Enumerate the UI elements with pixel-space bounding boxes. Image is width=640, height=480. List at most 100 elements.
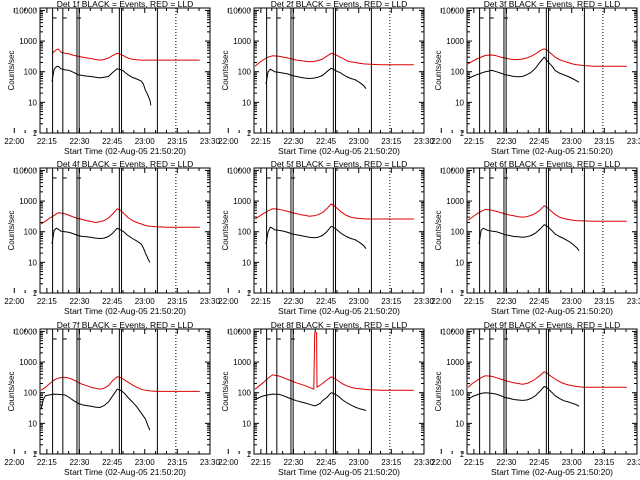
lld-series-line <box>467 371 627 388</box>
x-axis-label: Start Time (02-Aug-05 21:50:20) <box>64 306 186 316</box>
y-tick-label: 1 <box>33 450 38 459</box>
x-tick-label: 22:00 <box>4 458 25 467</box>
y-axis-label: Counts/sec <box>221 50 230 90</box>
lld-series-line <box>40 208 200 228</box>
plot-frame <box>39 167 211 294</box>
x-tick-label: 22:30 <box>283 458 304 467</box>
x-tick-label: 22:15 <box>464 458 485 467</box>
y-tick-label: 10000 <box>15 327 38 336</box>
plot-frame <box>253 7 425 134</box>
x-tick-label: 22:45 <box>529 297 550 306</box>
y-tick-label: 1 <box>33 289 38 298</box>
x-tick-label: 22:30 <box>283 297 304 306</box>
x-axis-label: Start Time (02-Aug-05 21:50:20) <box>278 306 400 316</box>
y-tick-label: 10 <box>455 98 464 107</box>
y-tick-label: 10000 <box>229 166 252 175</box>
y-axis-label: Counts/sec <box>434 371 443 411</box>
y-tick-label: 1000 <box>233 358 251 367</box>
plot-frame <box>39 328 211 455</box>
x-tick-label: 22:15 <box>251 137 272 146</box>
x-tick-label: 23:00 <box>349 297 370 306</box>
x-tick-label: 22:00 <box>218 458 239 467</box>
y-tick-label: 10 <box>455 419 464 428</box>
events-series-line <box>467 386 580 407</box>
x-tick-label: 22:30 <box>496 297 517 306</box>
detector-panel-7: 1 10 100 1000 10000 22:00 22:15 22:30 22:45 23:00… <box>4 320 220 477</box>
x-tick-label: 23:15 <box>594 297 615 306</box>
x-tick-label: 22:15 <box>464 137 485 146</box>
y-tick-label: 100 <box>24 68 38 77</box>
y-tick-label: 10000 <box>15 6 38 15</box>
y-tick-label: 100 <box>451 68 465 77</box>
y-tick-label: 1 <box>460 129 465 138</box>
y-tick-label: 1000 <box>446 37 464 46</box>
x-tick-label: 22:30 <box>496 458 517 467</box>
plot-title: Det 4f BLACK = Events, RED = LLD <box>57 159 194 169</box>
x-tick-label: 23:30 <box>414 297 435 306</box>
y-tick-label: 100 <box>238 389 252 398</box>
y-tick-label: 10000 <box>15 166 38 175</box>
x-tick-label: 22:45 <box>316 137 337 146</box>
lld-series-line <box>40 376 200 392</box>
x-tick-label: 22:00 <box>4 297 25 306</box>
plot-frame <box>466 167 638 294</box>
plot-title: Det 1f BLACK = Events, RED = LLD <box>57 0 194 9</box>
lld-series-line <box>467 48 627 67</box>
x-tick-label: 22:30 <box>69 458 90 467</box>
y-tick-label: 1 <box>247 129 252 138</box>
events-series-line <box>478 224 580 251</box>
x-tick-label: 23:15 <box>381 458 402 467</box>
y-tick-label: 10000 <box>442 6 465 15</box>
plot-frame <box>466 328 638 455</box>
y-tick-label: 10000 <box>229 327 252 336</box>
plot-title: Det 6f BLACK = Events, RED = LLD <box>484 159 621 169</box>
x-tick-label: 23:00 <box>135 297 156 306</box>
x-tick-label: 22:00 <box>4 137 25 146</box>
events-series-line <box>265 67 367 89</box>
x-tick-label: 22:00 <box>218 297 239 306</box>
y-tick-label: 10 <box>242 258 251 267</box>
x-tick-label: 23:30 <box>200 137 221 146</box>
x-tick-label: 22:45 <box>316 458 337 467</box>
plot-frame <box>39 7 211 134</box>
x-tick-label: 22:45 <box>102 297 123 306</box>
x-tick-label: 22:00 <box>218 137 239 146</box>
y-tick-label: 1000 <box>19 37 37 46</box>
detector-panel-1: 1 10 100 1000 10000 22:00 22:15 22:30 22:45 23:00… <box>4 0 220 156</box>
x-tick-label: 23:15 <box>167 137 188 146</box>
detector-panel-3: 1 10 100 1000 10000 22:00 22:15 22:30 22:45 23:00… <box>431 0 640 156</box>
x-tick-label: 22:30 <box>496 137 517 146</box>
x-tick-label: 23:15 <box>594 458 615 467</box>
y-tick-label: 1 <box>460 289 465 298</box>
x-axis-label: Start Time (02-Aug-05 21:50:20) <box>278 146 400 156</box>
x-axis-label: Start Time (02-Aug-05 21:50:20) <box>278 467 400 477</box>
lld-series-line <box>254 52 414 67</box>
x-tick-label: 23:15 <box>594 137 615 146</box>
x-tick-label: 22:00 <box>431 458 452 467</box>
x-tick-label: 23:30 <box>200 458 221 467</box>
plot-frame <box>253 328 425 455</box>
y-tick-label: 10 <box>242 419 251 428</box>
x-tick-label: 22:45 <box>102 137 123 146</box>
y-tick-label: 1000 <box>19 358 37 367</box>
plot-title: Det 8f BLACK = Events, RED = LLD <box>271 320 408 330</box>
x-tick-label: 23:00 <box>349 458 370 467</box>
plot-title: Det 2f BLACK = Events, RED = LLD <box>271 0 408 9</box>
y-tick-label: 10 <box>242 98 251 107</box>
detector-panel-8: 1 10 100 1000 10000 22:00 22:15 22:30 22:45 23:00… <box>218 320 434 477</box>
x-tick-label: 23:00 <box>562 458 583 467</box>
y-tick-label: 1000 <box>446 358 464 367</box>
x-tick-label: 22:00 <box>431 297 452 306</box>
events-series-line <box>40 388 151 431</box>
x-tick-label: 22:30 <box>69 297 90 306</box>
y-axis-label: Counts/sec <box>221 210 230 250</box>
x-tick-label: 23:30 <box>627 137 640 146</box>
y-tick-label: 10000 <box>229 6 252 15</box>
plot-title: Det 5f BLACK = Events, RED = LLD <box>271 159 408 169</box>
detector-panel-4: 1 10 100 1000 10000 22:00 22:15 22:30 22:45 23:00… <box>4 159 220 316</box>
x-tick-label: 23:15 <box>167 297 188 306</box>
y-tick-label: 100 <box>238 68 252 77</box>
y-tick-label: 100 <box>451 228 465 237</box>
x-tick-label: 22:45 <box>316 297 337 306</box>
